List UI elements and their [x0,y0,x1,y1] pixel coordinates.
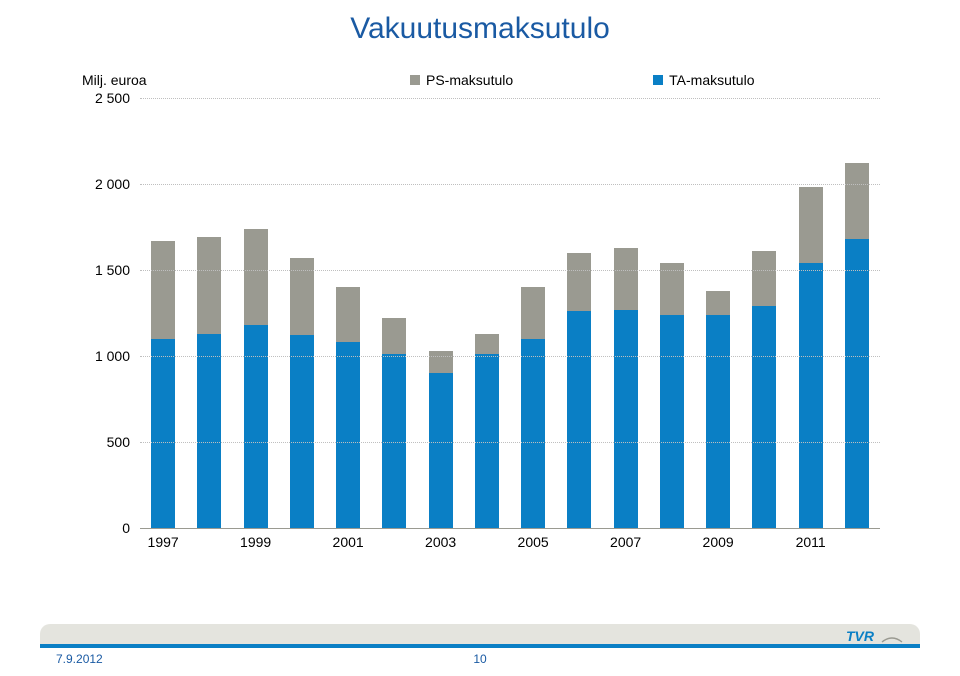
bar-group [521,287,545,528]
y-tick-label: 2 500 [95,90,140,106]
tvr-logo: TVR [846,628,904,644]
bar-group [151,241,175,528]
bar-group [845,163,869,528]
svg-text:TVR: TVR [846,628,875,644]
legend-label: TA-maksutulo [669,72,754,88]
bar-segment-ps [382,318,406,354]
bar-segment-ps [475,334,499,355]
bar-segment-ps [845,163,869,239]
bar-group [336,287,360,528]
bar-group [614,248,638,528]
bar-segment-ps [429,351,453,373]
y-tick-label: 2 000 [95,176,140,192]
bars-layer [140,98,880,528]
bar-segment-ta [290,335,314,528]
bar-segment-ta [845,239,869,528]
plot-area: 05001 0001 5002 0002 500 [140,98,880,528]
bar-segment-ps [197,237,221,333]
bar-segment-ta [336,342,360,528]
legend-swatch [653,75,663,85]
bar-segment-ps [151,241,175,339]
bar-group [752,251,776,528]
x-tick-label: 1999 [240,534,271,550]
x-tick-label: 2005 [518,534,549,550]
bar-segment-ps [567,253,591,311]
footer-accent [40,644,920,648]
legend-item: TA-maksutulo [653,72,754,88]
grid-line [140,356,880,357]
y-axis-label: Milj. euroa [82,72,147,88]
bar-segment-ta [799,263,823,528]
bar-segment-ps [521,287,545,339]
bar-segment-ta [660,315,684,528]
y-tick-label: 500 [107,434,140,450]
legend-swatch [410,75,420,85]
bar-group [475,334,499,528]
x-tick-label: 2007 [610,534,641,550]
x-tick-label: 2003 [425,534,456,550]
bar-segment-ta [752,306,776,528]
bar-segment-ta [706,315,730,528]
legend: PS-maksutulo TA-maksutulo [410,72,754,88]
x-tick-label: 2011 [796,534,826,550]
y-tick-label: 0 [122,520,140,536]
bar-segment-ps [706,291,730,315]
bar-segment-ta [151,339,175,528]
bar-segment-ta [429,373,453,528]
bar-segment-ps [336,287,360,342]
bar-segment-ps [244,229,268,325]
grid-line [140,184,880,185]
bar-group [799,187,823,528]
legend-item: PS-maksutulo [410,72,513,88]
grid-line [140,270,880,271]
slide: Vakuutusmaksutulo Milj. euroa PS-maksutu… [0,0,960,676]
bar-group [382,318,406,528]
bar-group [706,291,730,528]
bar-segment-ps [799,187,823,263]
y-tick-label: 1 000 [95,348,140,364]
bar-segment-ta [197,334,221,528]
x-tick-label: 2001 [333,534,364,550]
footer-bar [40,624,920,644]
bar-segment-ps [752,251,776,306]
bar-segment-ps [614,248,638,310]
bar-segment-ta [521,339,545,528]
bar-segment-ta [614,310,638,528]
bar-group [244,229,268,528]
grid-line [140,98,880,99]
x-tick-label: 2009 [703,534,734,550]
legend-label: PS-maksutulo [426,72,513,88]
chart-title: Vakuutusmaksutulo [0,12,960,46]
bar-group [290,258,314,528]
bar-group [197,237,221,528]
grid-line [140,442,880,443]
bar-group [660,263,684,528]
bar-segment-ta [567,311,591,528]
x-axis-line [140,528,880,529]
footer-page: 10 [473,652,486,666]
x-tick-label: 1997 [148,534,179,550]
y-tick-label: 1 500 [95,262,140,278]
footer-date: 7.9.2012 [56,652,103,666]
bar-group [429,351,453,528]
bar-group [567,253,591,528]
chart-area: PS-maksutuloTA-maksutulo 05001 0001 5002… [140,98,880,528]
